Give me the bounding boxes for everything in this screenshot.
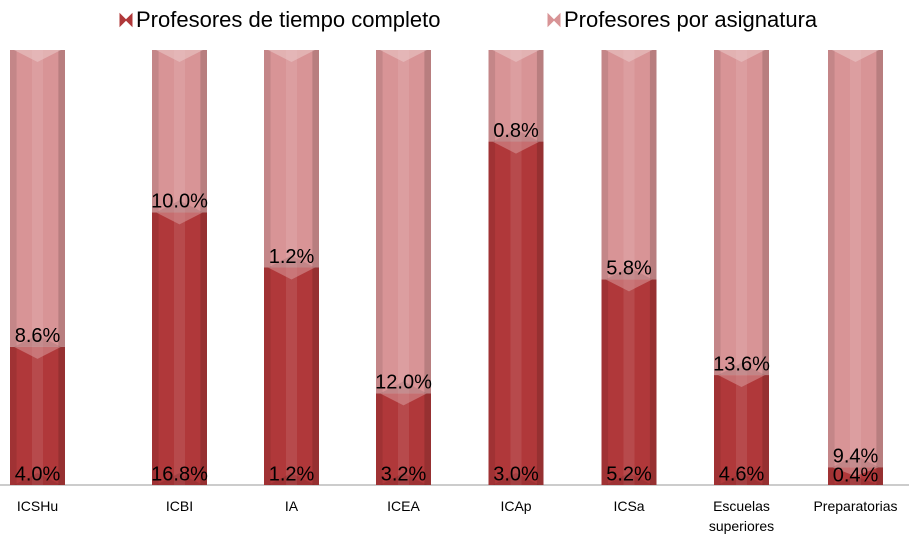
data-label: 0.8% [493,120,539,142]
data-label: 12.0% [375,372,432,394]
data-label: 3.2% [381,463,427,485]
x-tick-label: ICSa [613,498,645,514]
x-tick-label: ICAp [500,498,532,514]
data-label: 4.6% [719,463,765,485]
x-tick-label: ICSHu [16,498,59,514]
data-label: 1.2% [269,463,315,485]
x-tick-label: IA [284,498,299,514]
x-tick-label: Preparatorias [813,498,898,514]
x-tick-label: Escuelas superiores [708,498,775,534]
data-label: 16.8% [151,463,208,485]
data-label: 0.4% [833,464,879,486]
data-label: 10.0% [151,191,208,213]
data-label: 9.4% [833,446,879,468]
x-tick-label: ICBI [165,498,194,514]
data-label: 13.6% [713,353,770,375]
data-label: 3.0% [493,463,539,485]
legend-marker [119,12,133,28]
data-label: 8.6% [15,325,61,347]
data-label: 5.8% [606,258,652,280]
data-label: 5.2% [606,463,652,485]
legend-label: Profesores de tiempo completo [136,7,441,32]
data-label: 4.0% [15,463,61,485]
legend-label: Profesores por asignatura [564,7,818,32]
x-tick-label: ICEA [387,498,420,514]
data-label: 1.2% [269,246,315,268]
legend-marker [547,12,561,28]
